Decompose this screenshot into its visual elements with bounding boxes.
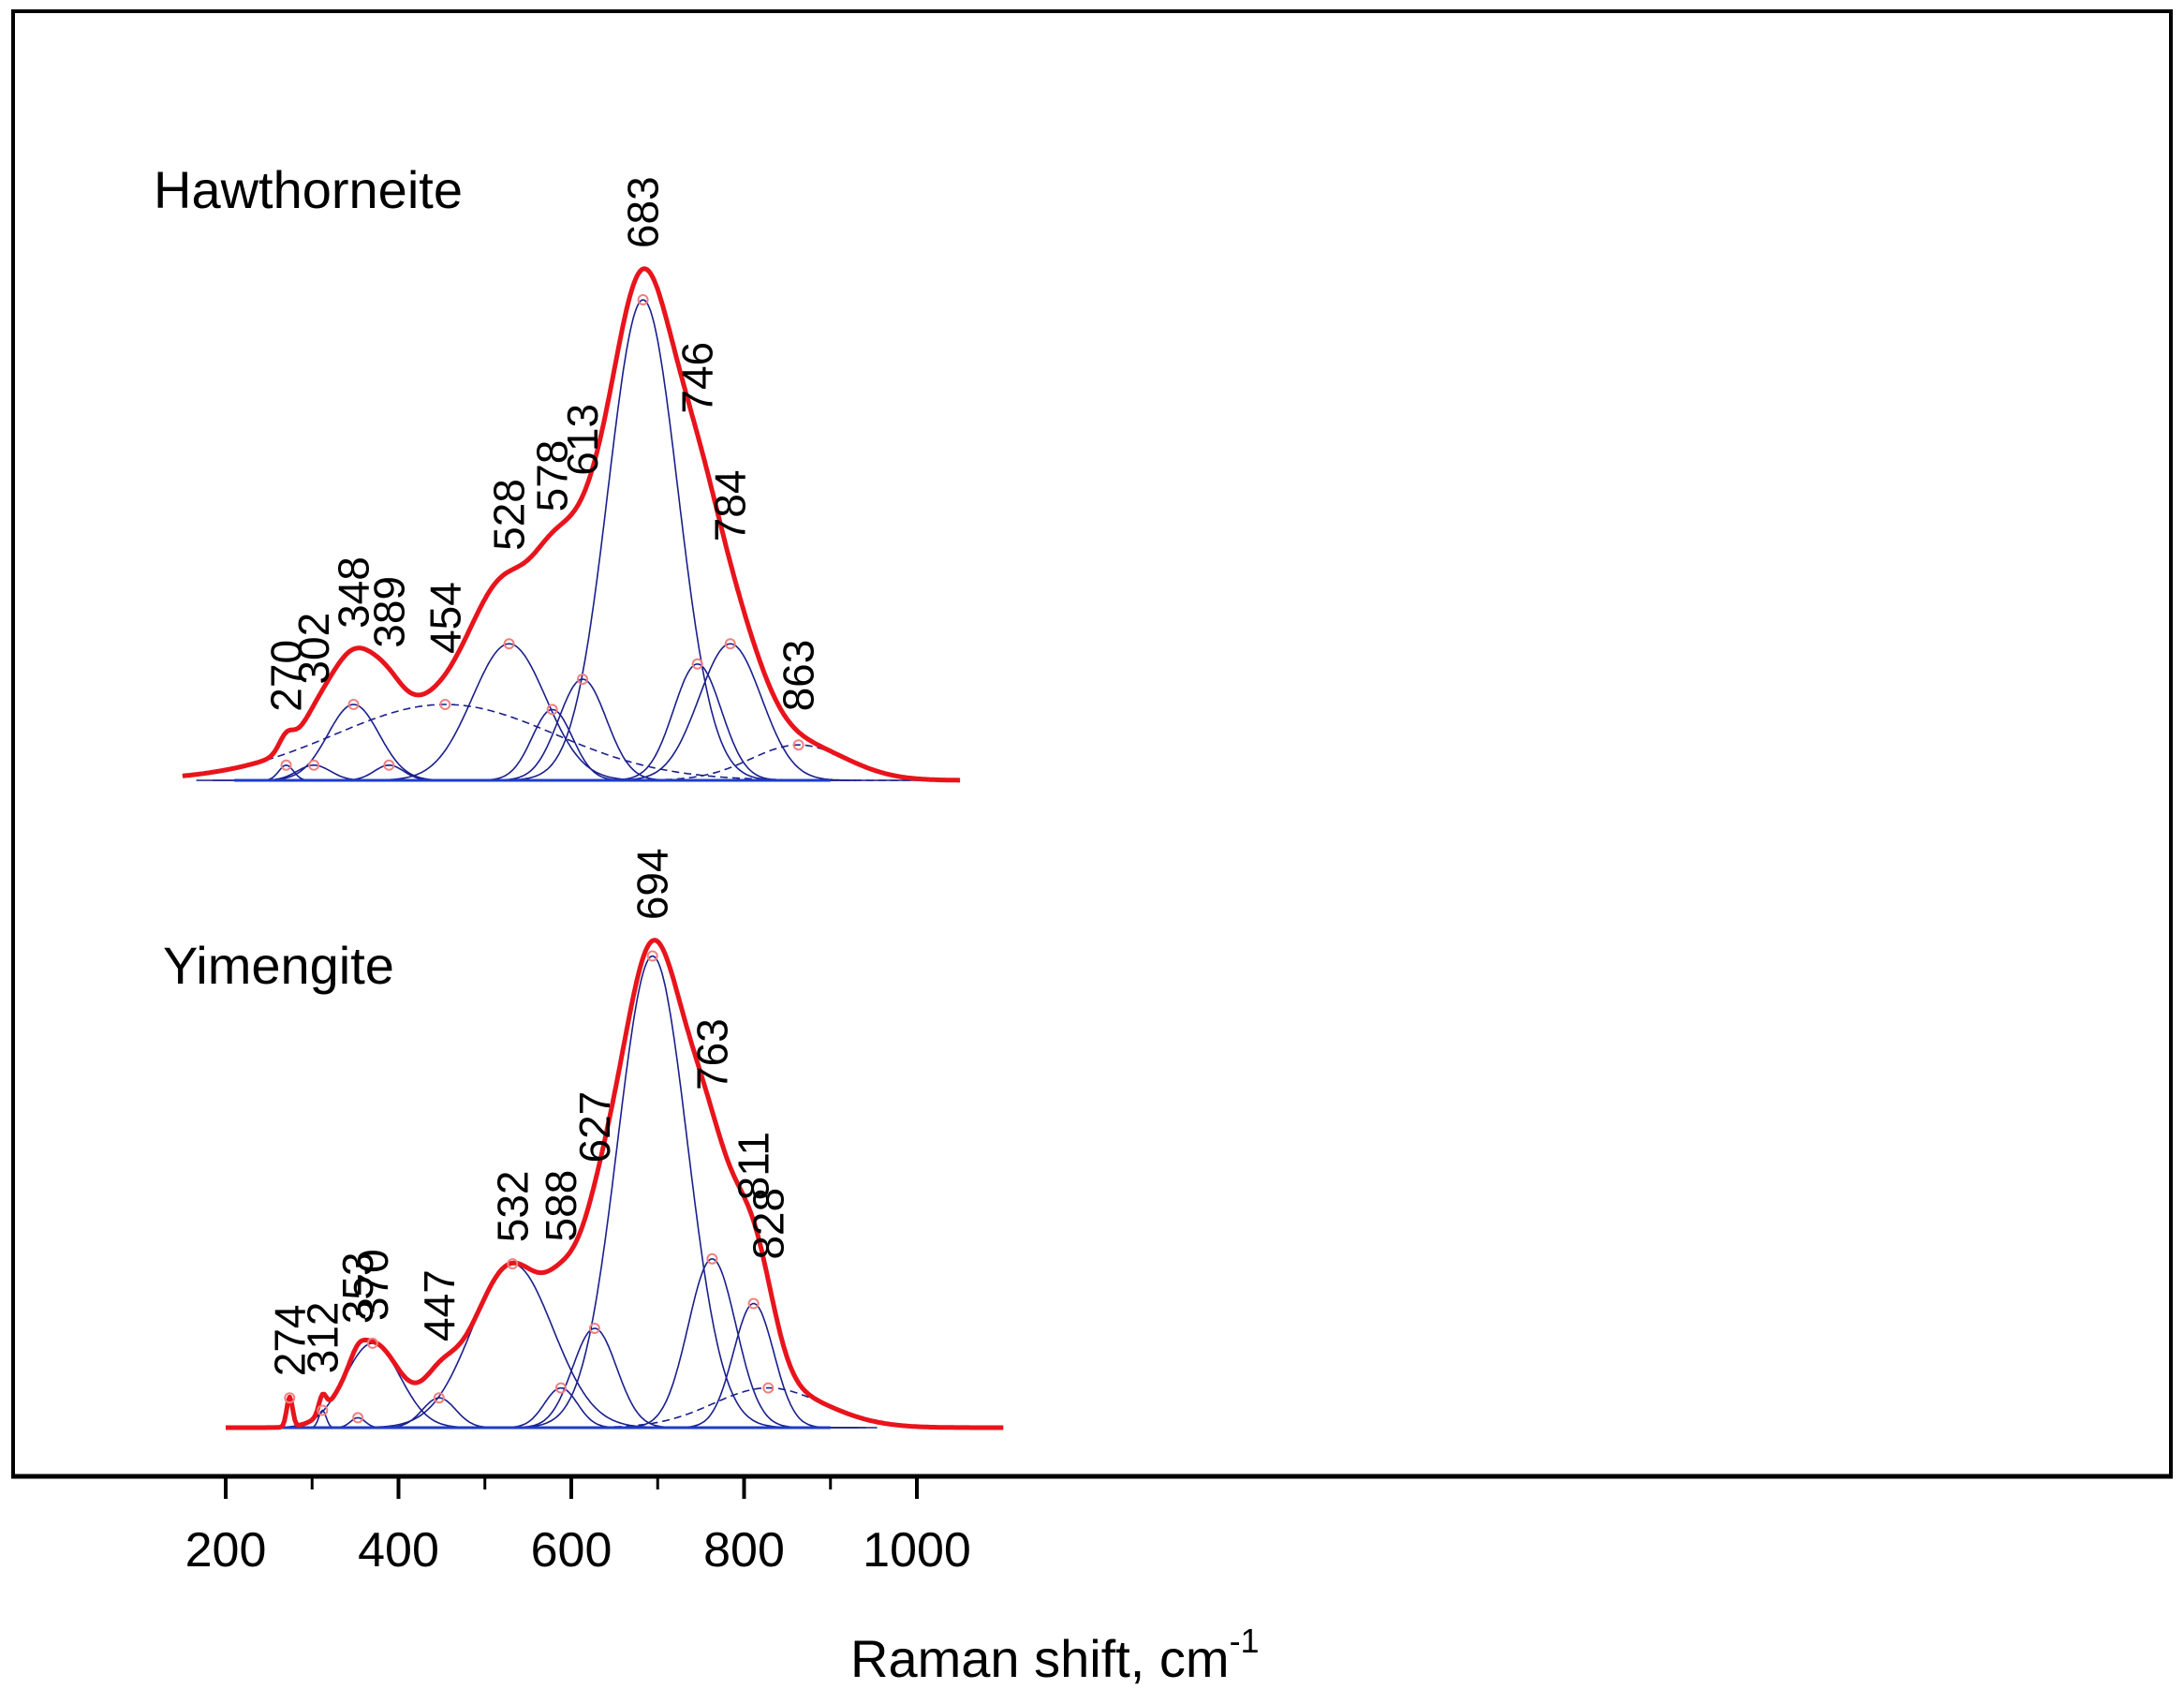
peak-label: 389 [364, 576, 413, 648]
x-tick-label: 400 [358, 1523, 439, 1578]
peak-label: 828 [744, 1188, 792, 1260]
peak-marker [352, 1412, 364, 1424]
envelope-curve [182, 266, 961, 783]
peak-marker [280, 759, 292, 771]
x-axis-ticks: 200 400 600 800 1000 [185, 1476, 971, 1578]
peak-marker [439, 699, 451, 710]
peak-label: 274 [265, 1304, 314, 1376]
peak-marker [507, 1258, 519, 1270]
peak-label: 454 [421, 582, 469, 654]
envelope-curves [182, 266, 1004, 1430]
peak-label: 370 [348, 1249, 397, 1321]
peak-label: 532 [488, 1171, 537, 1243]
peak-label: 270 [262, 640, 311, 712]
spectrum-title-hawthorneite: Hawthorneite [154, 160, 463, 219]
peak-marker [503, 638, 515, 650]
x-tick-label: 200 [185, 1523, 267, 1578]
peak-marker [317, 1404, 329, 1416]
peak-marker [284, 1392, 296, 1404]
peak-marker [554, 1382, 567, 1394]
baselines [226, 778, 831, 1430]
peak-label: 683 [619, 176, 668, 248]
peak-marker [576, 674, 588, 685]
peak-label: 763 [687, 1018, 736, 1090]
peak-label: 627 [570, 1091, 619, 1163]
peak-marker [347, 699, 360, 710]
peak-label: 811 [730, 1132, 778, 1200]
peak-label: 312 [298, 1302, 347, 1374]
peak-marker [762, 1382, 775, 1394]
peak-marker [706, 1252, 718, 1265]
peak-marker [308, 759, 320, 771]
peak-marker [637, 294, 649, 305]
peak-label: 348 [330, 556, 378, 629]
spectrum-title-yimengite: Yimengite [163, 936, 394, 995]
peak-marker [588, 1323, 600, 1334]
x-tick-label: 1000 [863, 1523, 971, 1578]
x-axis-title-text: Raman shift, cm [850, 1629, 1230, 1688]
envelope-curve [225, 938, 1004, 1430]
x-axis-title: Raman shift, cm-1 [850, 1622, 1260, 1688]
peak-label: 613 [558, 404, 607, 476]
peak-marker [646, 950, 658, 962]
peak-label: 447 [415, 1269, 464, 1341]
peak-marker [724, 638, 736, 650]
peak-label: 578 [528, 440, 577, 512]
peak-marker [792, 739, 804, 751]
peak-label: 784 [706, 470, 755, 542]
x-tick-label: 600 [531, 1523, 612, 1578]
x-tick-label: 800 [703, 1523, 785, 1578]
peak-label: 746 [673, 342, 722, 414]
peak-label: 528 [485, 479, 534, 551]
peak-markers [280, 294, 804, 1424]
peak-marker [383, 759, 395, 771]
peak-marker [546, 704, 558, 716]
peak-marker [747, 1297, 760, 1310]
peak-label: 353 [333, 1252, 382, 1324]
peak-label: 302 [289, 613, 338, 685]
peak-label: 863 [775, 640, 823, 712]
x-axis-title-superscript: -1 [1230, 1622, 1260, 1660]
peak-marker [433, 1392, 445, 1404]
peak-marker [366, 1337, 378, 1349]
peak-label: 588 [537, 1170, 585, 1242]
peak-marker [691, 658, 703, 670]
peak-label: 694 [628, 848, 677, 920]
